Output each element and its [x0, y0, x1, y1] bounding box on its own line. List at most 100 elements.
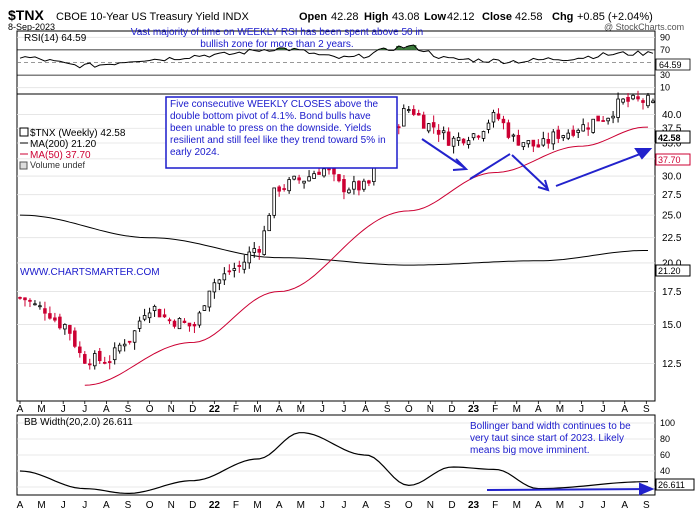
ma200-line — [19, 214, 648, 266]
price-panel: 40.037.535.032.530.027.525.022.520.017.5… — [16, 90, 691, 402]
bb-arrow — [486, 482, 655, 496]
candle-body — [506, 122, 511, 138]
candle-body — [322, 168, 326, 177]
candle-body — [73, 330, 77, 347]
bb-arrow-shaft — [486, 488, 651, 491]
candle-body — [132, 330, 137, 343]
candle-body — [436, 129, 441, 135]
candle-body — [491, 111, 496, 123]
candle-body — [631, 94, 635, 100]
bb-tick-label: 100 — [660, 418, 675, 428]
candle-body — [486, 122, 491, 130]
x-tick-label: M — [556, 404, 564, 415]
x-tick-label-bottom: A — [362, 500, 369, 511]
candle-body — [397, 126, 401, 129]
rsi-panel: RSI(14) 64.59 9070503010 64.59 Vast majo… — [16, 27, 691, 95]
candle-body — [18, 296, 22, 299]
candle-body — [337, 174, 341, 182]
credit-label: @ StockCharts.com — [604, 22, 684, 32]
candle-body — [551, 131, 556, 145]
candle-body — [227, 270, 232, 273]
candle-body — [327, 168, 331, 171]
candle-body — [546, 138, 551, 144]
candle-body — [167, 319, 172, 322]
candle-body — [571, 129, 575, 136]
bb-value-tag: 26.611 — [655, 478, 695, 491]
ma50-tag-box — [655, 153, 691, 166]
candle-body — [277, 186, 281, 192]
legend-volume-swatch — [19, 161, 28, 170]
candle-body — [78, 346, 82, 354]
candle-body — [601, 120, 605, 122]
legend-price: $TNX (Weekly) 42.58 — [30, 128, 126, 139]
candle-body — [147, 312, 152, 319]
x-tick-label: O — [405, 404, 413, 415]
candle-body — [272, 187, 276, 216]
x-tick-label-bottom: S — [384, 500, 391, 511]
candle-body — [152, 305, 157, 312]
x-tick-label-bottom: J — [82, 500, 87, 511]
candle-body — [362, 180, 366, 190]
rsi-label: RSI(14) 64.59 — [24, 33, 87, 44]
ma200-tag: 21.20 — [658, 266, 681, 276]
x-tick-label-bottom: S — [125, 500, 132, 511]
x-tick-label-bottom: M — [556, 500, 564, 511]
rsi-tick-label: 90 — [660, 32, 670, 42]
candle-body — [421, 114, 426, 129]
x-tick-label-bottom: O — [405, 500, 413, 511]
x-tick-label: J — [579, 404, 584, 415]
price-legend: $TNX (Weekly) 42.58 MA(200) 21.20 MA(50)… — [19, 127, 126, 170]
x-tick-label-bottom: A — [621, 500, 628, 511]
x-axis: A M J J A S O N D 22 F M A M J J A S O N D 23 F M A M J J A S — [17, 401, 650, 415]
candle-body — [317, 171, 321, 175]
arrow-down-2 — [511, 154, 549, 190]
bb-width-line — [19, 432, 648, 495]
legend-ma50: MA(50) 37.70 — [30, 150, 91, 161]
candle-body — [162, 314, 167, 318]
x-tick-label: J — [601, 404, 606, 415]
candle-body — [287, 179, 291, 192]
arrow-up-2-head — [634, 148, 653, 160]
price-annotation-box — [165, 96, 398, 169]
arrow-down-1 — [421, 138, 466, 169]
change-value: +0.85 (+2.04%) — [577, 11, 653, 23]
x-tick-label-bottom: N — [168, 500, 175, 511]
close-label: Close — [482, 11, 512, 23]
candle-body — [23, 297, 27, 301]
watermark: WWW.CHARTSMARTER.COM — [20, 267, 160, 278]
x-tick-label: S — [643, 404, 650, 415]
candle-body — [182, 320, 187, 323]
candle-body — [461, 138, 466, 144]
candle-body — [606, 117, 610, 122]
candle-body — [307, 176, 311, 182]
candle-body — [426, 123, 431, 132]
x-tick-label: M — [297, 404, 305, 415]
close-tag: 42.58 — [658, 133, 681, 143]
x-tick-label-bottom: A — [276, 500, 283, 511]
candle-body — [406, 109, 411, 112]
candle-body — [142, 315, 147, 320]
x-tick-label: J — [320, 404, 325, 415]
candle-body — [282, 188, 286, 190]
change-label: Chg — [552, 11, 573, 23]
x-tick-label-bottom: D — [448, 500, 455, 511]
price-tick-label: 37.5 — [662, 124, 682, 135]
trend-arrows — [421, 138, 653, 192]
candle-body — [177, 318, 182, 330]
price-tick-label: 15.0 — [662, 320, 682, 331]
candle-body — [302, 180, 306, 184]
candle-body — [127, 340, 132, 343]
candle-body — [312, 173, 316, 179]
candle-body — [521, 142, 526, 148]
candle-body — [212, 282, 217, 293]
bb-label: BB Width(20,2.0) 26.611 — [24, 417, 133, 428]
x-tick-label-bottom: 22 — [209, 500, 221, 511]
rsi-tick-label: 70 — [660, 45, 670, 55]
price-tick-label: 40.0 — [662, 110, 682, 121]
ma200-tag-box — [655, 264, 691, 277]
candle-body — [496, 113, 501, 120]
candle-body — [102, 361, 107, 364]
candle-body — [68, 324, 72, 334]
candle-body — [641, 100, 645, 103]
